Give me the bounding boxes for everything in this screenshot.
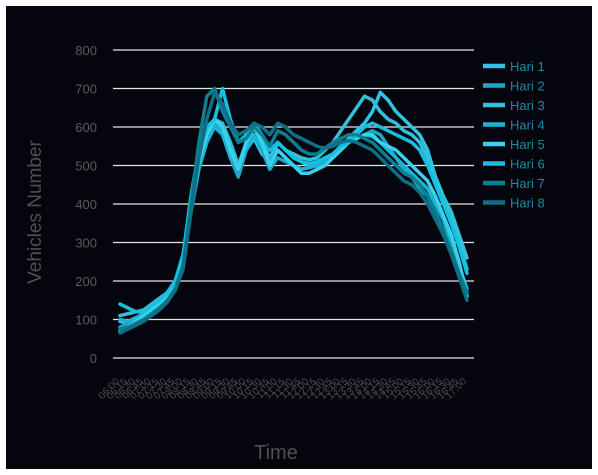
- y-tick-label: 600: [75, 120, 97, 135]
- y-tick-label: 800: [75, 43, 97, 58]
- series-line-8: [118, 90, 469, 335]
- legend-label: Hari 7: [510, 176, 545, 191]
- chart-panel: [6, 6, 592, 469]
- y-axis-title: Vehicles Number: [25, 140, 46, 284]
- legend-label: Hari 6: [510, 157, 545, 172]
- legend-label: Hari 3: [510, 98, 545, 113]
- y-tick-label: 300: [75, 236, 97, 251]
- legend-label: Hari 2: [510, 79, 545, 94]
- legend-label: Hari 5: [510, 137, 545, 152]
- y-tick-label: 0: [90, 351, 97, 366]
- series-line-5: [118, 117, 469, 333]
- y-tick-label: 500: [75, 159, 97, 174]
- y-tick-label: 100: [75, 313, 97, 328]
- series-line-6: [118, 86, 469, 314]
- legend-label: Hari 4: [510, 118, 545, 133]
- y-tick-label: 400: [75, 197, 97, 212]
- legend-label: Hari 8: [510, 196, 545, 211]
- y-tick-label: 700: [75, 82, 97, 97]
- x-axis-title: Time: [254, 442, 298, 464]
- y-tick-label: 200: [75, 274, 97, 289]
- legend-label: Hari 1: [510, 59, 545, 74]
